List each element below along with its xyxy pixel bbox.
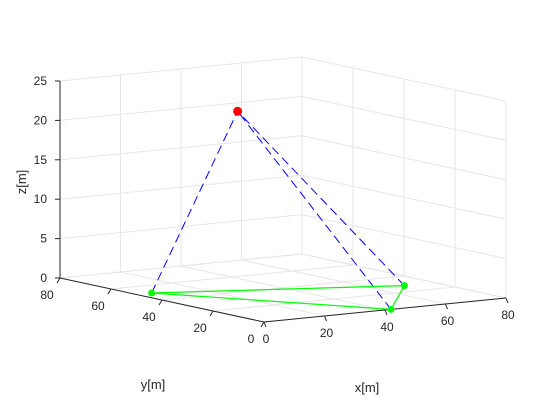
axes [55,80,509,328]
y-tick-mark [260,321,265,328]
grid-line-side-z [301,253,507,299]
grid-line-side-z [301,95,507,141]
x-tick-label: 80 [501,308,515,322]
y-tick-label: 60 [91,299,105,313]
y-tick-label: 0 [248,332,255,346]
grid-line-back-z [59,174,303,200]
y-tick-label: 40 [142,310,156,324]
y-tick-label: 80 [40,288,54,302]
data-series [148,106,408,313]
y-tick-mark [209,310,214,317]
x-tick-label: 20 [320,326,334,340]
base-point [400,282,408,290]
grid-line-side-z [301,56,507,102]
x-tick-mark [384,309,388,316]
grid-line-back-z [59,56,303,82]
x-tick-mark [505,297,509,304]
y-tick-mark [158,299,163,306]
z-tick-label: 20 [34,113,48,127]
base-point [148,289,156,297]
grid-line-side-z [301,174,507,220]
grid-line-back-z [59,253,303,279]
base-triangle-edge [151,292,392,310]
x-tick-mark [324,315,327,322]
grid-line-floor-y [212,286,456,312]
dashed-line-to-apex [151,111,239,294]
y-tick-mark [107,288,112,295]
x-axis-label: x[m] [355,380,380,395]
grid-line-side-z [301,135,507,181]
y-tick-label: 20 [193,321,207,335]
grid [59,56,507,323]
base-point [387,305,395,313]
grid-line-back-z [59,135,303,161]
grid-line-back-z [59,95,303,121]
z-axis-label: z[m] [14,170,29,195]
grid-line-back-z [59,214,303,240]
x-tick-label: 40 [380,320,394,334]
tick-labels: 0 20 40 60 80 0 20 40 60 80 0 5 10 15 20 25 [34,74,515,346]
apex-point [233,106,243,116]
x-tick-label: 60 [441,314,455,328]
z-tick-label: 0 [40,271,47,285]
z-tick-label: 5 [40,232,47,246]
z-tick-label: 25 [34,74,48,88]
z-tick-label: 10 [34,192,48,206]
x-tick-mark [263,321,267,328]
grid-line-side-z [301,214,507,260]
grid-line-floor-y [110,264,354,290]
x-tick-mark [445,303,448,310]
z-tick-label: 15 [34,153,48,167]
y-axis-label: y[m] [141,377,166,392]
base-triangle-edge [151,285,405,294]
y-tick-mark [56,277,61,284]
base-triangle-edge [390,285,405,310]
dashed-line-to-apex [237,110,405,286]
x-tick-label: 0 [263,332,270,346]
